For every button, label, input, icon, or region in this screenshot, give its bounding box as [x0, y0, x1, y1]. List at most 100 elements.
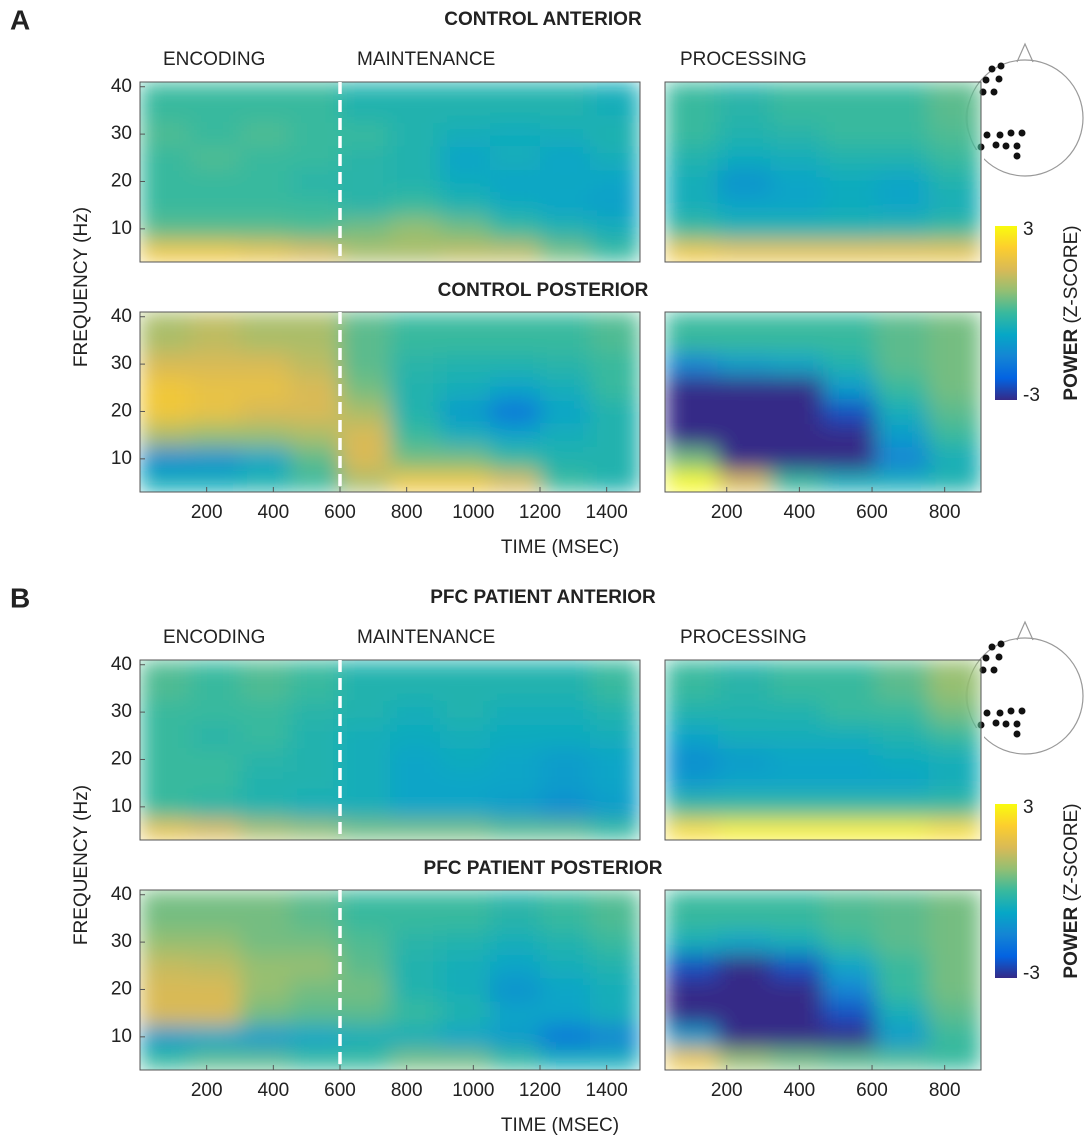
colorbar — [995, 804, 1017, 978]
heatmap-cell — [823, 423, 877, 448]
heatmap-cell — [190, 747, 241, 772]
heatmap-cell — [717, 217, 771, 242]
heatmap-cell — [823, 82, 877, 123]
heatmap-cell — [875, 312, 929, 353]
heatmap-cell — [290, 240, 341, 262]
heatmap-cell — [823, 930, 877, 955]
heatmap-cell — [540, 771, 591, 796]
heatmap-cell — [390, 399, 441, 424]
heatmap-cell — [590, 399, 640, 424]
plot-frame — [139, 889, 641, 1071]
heatmap-cell — [717, 240, 771, 262]
heatmap-cell — [490, 145, 541, 171]
heatmap-cell — [390, 700, 441, 725]
y-tick-label: 30 — [111, 123, 132, 144]
x-tick-label: 200 — [711, 1080, 743, 1101]
heatmap-cell — [875, 82, 929, 123]
heatmap-cell — [440, 82, 491, 123]
heatmap-cell — [190, 399, 241, 424]
heatmap-cell — [823, 723, 877, 749]
heatmap-cell — [240, 312, 291, 353]
heatmap-cell — [717, 660, 771, 701]
heatmap-cell — [140, 193, 191, 218]
heatmap-cell — [390, 122, 441, 147]
heatmap-cell — [390, 1048, 441, 1070]
heatmap-cell — [590, 82, 640, 123]
heatmap-cell — [440, 145, 491, 171]
heatmap-cell — [770, 145, 824, 171]
x-tick-label: 1000 — [452, 502, 494, 523]
heatmap-cell — [717, 977, 771, 1002]
heatmap-cell — [140, 930, 191, 955]
heatmap-cell — [823, 470, 877, 492]
heatmap-cell — [440, 423, 491, 448]
heatmap-cell — [770, 169, 824, 194]
y-tick-label: 10 — [111, 1026, 132, 1047]
heatmap-cell — [875, 953, 929, 979]
heatmap-cell — [928, 1025, 981, 1050]
heatmap-cell — [490, 930, 541, 955]
heatmap-cell — [770, 700, 824, 725]
heatmap-cell — [140, 1001, 191, 1026]
heatmap-cell — [770, 447, 824, 472]
heatmap-cell — [190, 818, 241, 840]
heatmap-cell — [823, 352, 877, 377]
heatmap-cell — [540, 818, 591, 840]
heatmap-cell — [240, 977, 291, 1002]
heatmap-cell — [340, 1025, 391, 1050]
heatmap-cell — [190, 953, 241, 979]
heatmap-cell — [665, 818, 719, 840]
heatmap-cells — [665, 660, 981, 840]
heatmap-cell — [928, 795, 981, 820]
heatmap-cell — [140, 240, 191, 262]
heatmap-cell — [240, 930, 291, 955]
x-tick-label: 1400 — [586, 502, 628, 523]
heatmap-cell — [770, 352, 824, 377]
heatmap-cell — [290, 1025, 341, 1050]
y-tick-label: 10 — [111, 218, 132, 239]
heatmap-cell — [717, 771, 771, 796]
x-tick-label: 1200 — [519, 502, 561, 523]
heatmap-cell — [770, 977, 824, 1002]
heatmap-cell — [928, 122, 981, 147]
heatmap-cell — [770, 818, 824, 840]
heatmap-cell — [928, 660, 981, 701]
heatmap-cell — [770, 193, 824, 218]
heatmap-cell — [928, 747, 981, 772]
heatmap-cell — [190, 122, 241, 147]
heatmap — [140, 82, 640, 262]
heatmap-cell — [665, 193, 719, 218]
heatmap-cells — [140, 660, 640, 840]
heatmap-cell — [665, 375, 719, 401]
heatmap-cell — [340, 771, 391, 796]
heatmap-cell — [717, 1025, 771, 1050]
heatmap-cell — [190, 977, 241, 1002]
heatmap-cell — [440, 399, 491, 424]
heatmap-cell — [440, 953, 491, 979]
heatmap-cell — [490, 1025, 541, 1050]
heatmap-cell — [390, 890, 441, 931]
heatmap-cell — [590, 747, 640, 772]
heatmap-cell — [717, 145, 771, 171]
heatmap-cell — [590, 352, 640, 377]
heatmap-cell — [823, 747, 877, 772]
heatmap-cell — [140, 399, 191, 424]
colorbar-label: POWER (Z-SCORE) — [1061, 225, 1082, 400]
heatmap-cell — [390, 747, 441, 772]
heatmap-cell — [140, 660, 191, 701]
heatmap-cell — [770, 122, 824, 147]
heatmap-cell — [340, 193, 391, 218]
heatmap-cell — [140, 818, 191, 840]
heatmap-cell — [717, 447, 771, 472]
heatmap-cell — [490, 423, 541, 448]
x-tick-label: 1000 — [452, 1080, 494, 1101]
heatmap-cell — [140, 217, 191, 242]
heatmap-cell — [665, 145, 719, 171]
heatmap-cell — [290, 723, 341, 749]
heatmap-cell — [290, 352, 341, 377]
heatmap-cell — [340, 447, 391, 472]
heatmap-cell — [290, 890, 341, 931]
heatmap-cell — [928, 890, 981, 931]
x-tick-label: 800 — [929, 1080, 961, 1101]
heatmap-cell — [290, 470, 341, 492]
